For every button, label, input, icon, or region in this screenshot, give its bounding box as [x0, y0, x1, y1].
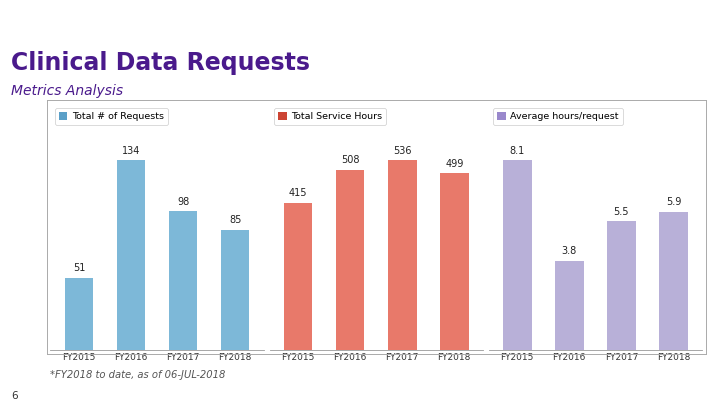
Text: Metrics Analysis: Metrics Analysis [11, 84, 123, 98]
Bar [336, 170, 364, 350]
Text: 5.9: 5.9 [666, 197, 681, 207]
Text: 508: 508 [341, 156, 359, 166]
Bar [388, 160, 417, 350]
Bar [659, 212, 688, 350]
Text: 85: 85 [229, 215, 241, 225]
Legend: Average hours/request: Average hours/request [493, 108, 623, 125]
Text: 536: 536 [393, 145, 411, 156]
Text: 6: 6 [11, 391, 17, 401]
Bar [555, 261, 584, 350]
Text: Clinical Data Requests: Clinical Data Requests [11, 51, 310, 75]
Bar [65, 278, 94, 350]
Text: 8.1: 8.1 [510, 145, 525, 156]
Text: *FY2018 to date, as of 06-JUL-2018: *FY2018 to date, as of 06-JUL-2018 [50, 370, 226, 379]
Legend: Total # of Requests: Total # of Requests [55, 108, 168, 125]
Legend: Total Service Hours: Total Service Hours [274, 108, 386, 125]
Text: 51: 51 [73, 263, 85, 273]
Text: 5.5: 5.5 [613, 207, 629, 217]
Text: 499: 499 [445, 159, 464, 168]
Text: 134: 134 [122, 145, 140, 156]
Bar [168, 211, 197, 350]
Text: 98: 98 [177, 196, 189, 207]
Bar [117, 160, 145, 350]
Bar [607, 221, 636, 350]
Bar [284, 203, 312, 350]
Bar [221, 230, 249, 350]
Bar [503, 160, 531, 350]
Text: 415: 415 [289, 188, 307, 198]
Text: 3.8: 3.8 [562, 246, 577, 256]
Bar [440, 173, 469, 350]
